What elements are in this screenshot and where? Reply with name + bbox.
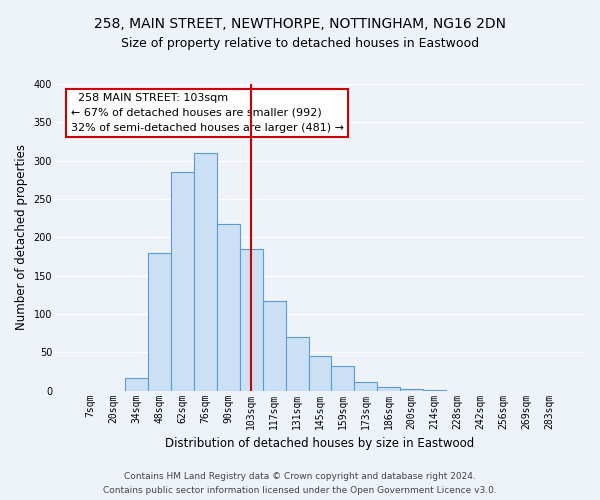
Bar: [171, 172, 194, 390]
Bar: [308, 356, 331, 390]
Bar: [239, 249, 263, 390]
Text: 258 MAIN STREET: 103sqm  
← 67% of detached houses are smaller (992)
32% of semi: 258 MAIN STREET: 103sqm ← 67% of detache…: [71, 93, 344, 133]
Bar: [355, 382, 377, 390]
Bar: [400, 389, 423, 390]
Text: Contains public sector information licensed under the Open Government Licence v3: Contains public sector information licen…: [103, 486, 497, 495]
Text: Size of property relative to detached houses in Eastwood: Size of property relative to detached ho…: [121, 38, 479, 51]
Bar: [148, 252, 171, 390]
X-axis label: Distribution of detached houses by size in Eastwood: Distribution of detached houses by size …: [166, 437, 475, 450]
Bar: [377, 387, 400, 390]
Text: 258, MAIN STREET, NEWTHORPE, NOTTINGHAM, NG16 2DN: 258, MAIN STREET, NEWTHORPE, NOTTINGHAM,…: [94, 18, 506, 32]
Bar: [263, 301, 286, 390]
Bar: [286, 337, 308, 390]
Y-axis label: Number of detached properties: Number of detached properties: [15, 144, 28, 330]
Bar: [125, 378, 148, 390]
Bar: [331, 366, 355, 390]
Bar: [194, 153, 217, 390]
Text: Contains HM Land Registry data © Crown copyright and database right 2024.: Contains HM Land Registry data © Crown c…: [124, 472, 476, 481]
Bar: [217, 224, 239, 390]
